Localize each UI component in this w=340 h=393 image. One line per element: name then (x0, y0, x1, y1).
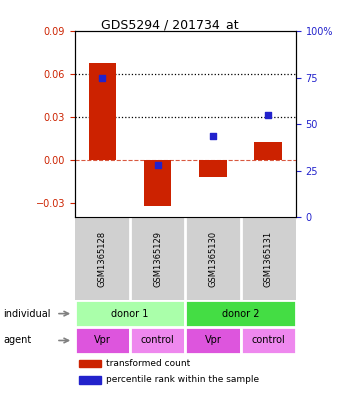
Text: individual: individual (3, 309, 51, 319)
Point (210, 132, 216, 139)
Text: control: control (141, 336, 174, 345)
Text: GSM1365130: GSM1365130 (208, 231, 217, 287)
Bar (144, 160, 171, 206)
Point (266, 112, 271, 118)
Text: transformed count: transformed count (106, 359, 190, 368)
Text: Vpr: Vpr (94, 336, 111, 345)
Point (155, 162, 160, 169)
Bar (199, 160, 227, 177)
Bar (79, 360, 101, 367)
Text: control: control (251, 336, 285, 345)
Text: donor 2: donor 2 (222, 309, 259, 319)
Text: GSM1365131: GSM1365131 (264, 231, 273, 287)
Text: GDS5294 / 201734_at: GDS5294 / 201734_at (101, 18, 239, 31)
Bar (241, 327, 296, 354)
Text: GSM1365128: GSM1365128 (98, 231, 107, 287)
Text: agent: agent (3, 336, 32, 345)
Bar (75, 327, 130, 354)
Bar (79, 376, 101, 384)
Bar (75, 300, 185, 327)
Bar (254, 141, 282, 160)
Bar (89, 63, 116, 160)
Bar (185, 300, 296, 327)
Bar (185, 327, 241, 354)
Text: donor 1: donor 1 (112, 309, 149, 319)
Point (100, 75, 105, 81)
Text: percentile rank within the sample: percentile rank within the sample (106, 375, 259, 384)
Bar (130, 327, 185, 354)
Text: Vpr: Vpr (204, 336, 221, 345)
Text: GSM1365129: GSM1365129 (153, 231, 162, 287)
